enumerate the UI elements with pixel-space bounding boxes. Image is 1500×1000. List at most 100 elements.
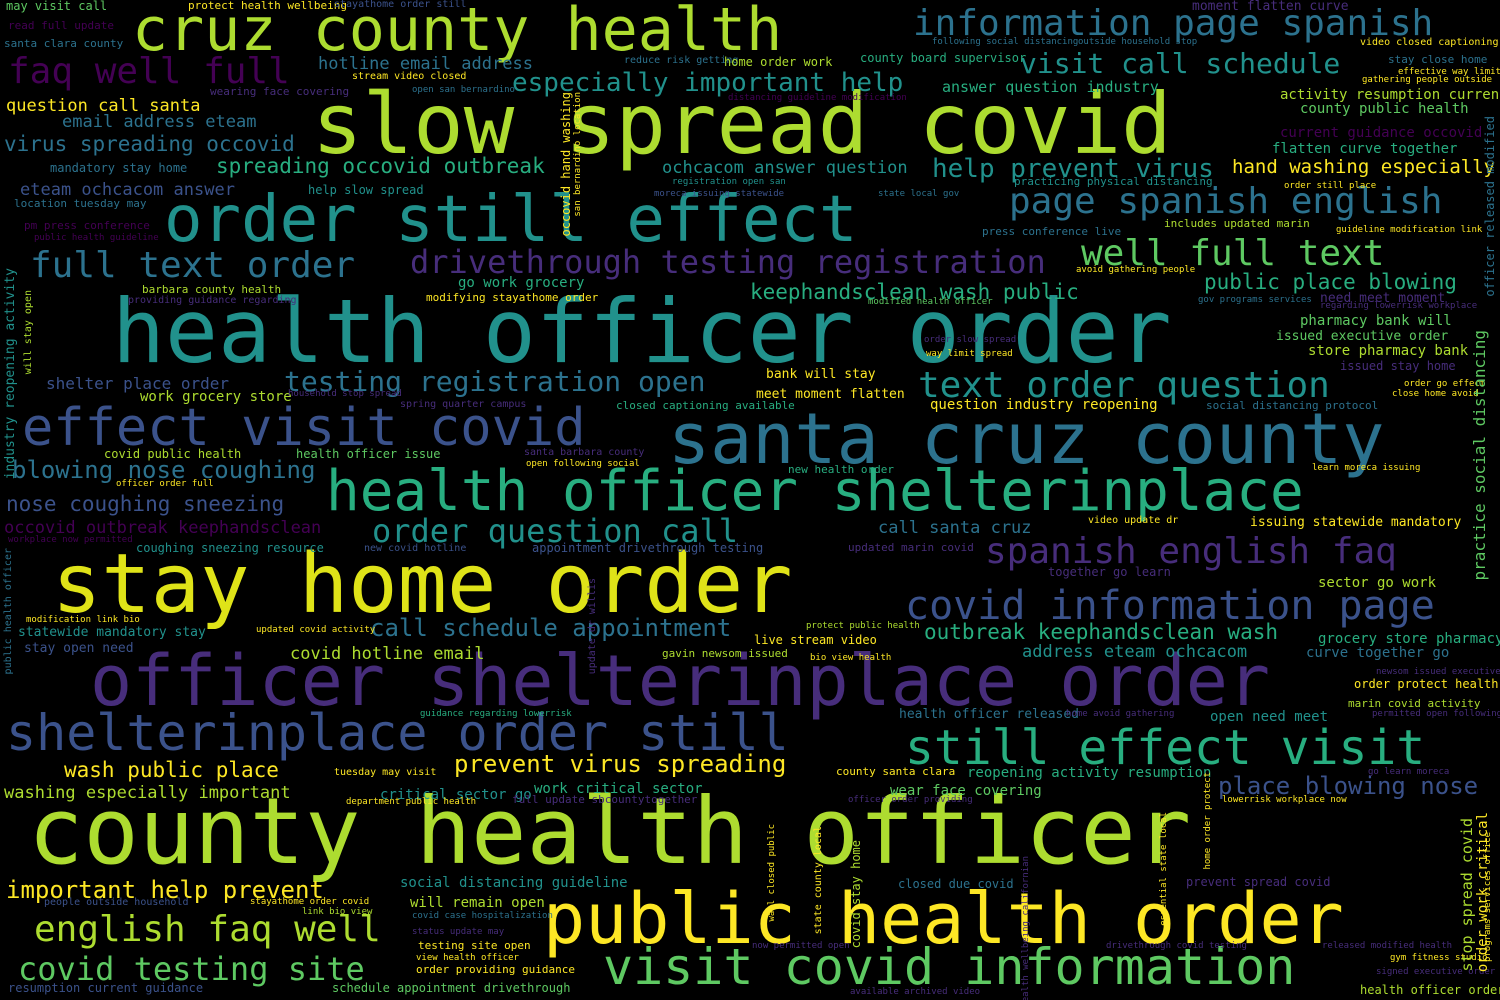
- word: occovid outbreak keephandsclean: [4, 518, 322, 538]
- word: learn moreca issuing: [1312, 463, 1421, 473]
- word: guidance regarding lowerrisk: [420, 709, 572, 719]
- word: text order question: [918, 365, 1330, 406]
- word: updated covid activity: [256, 625, 376, 635]
- word: information page spanish: [913, 3, 1434, 44]
- word: distancing guideline modification: [728, 93, 907, 103]
- word: public health officer: [3, 548, 14, 675]
- word: status update may: [412, 927, 505, 937]
- word: health officer issue: [296, 447, 441, 461]
- word: issued stay home: [1340, 359, 1456, 373]
- word: still effect visit: [905, 720, 1426, 776]
- word: santa cruz county: [668, 398, 1385, 480]
- word: outside household stop: [1078, 37, 1198, 47]
- word: nose coughing sneezing: [6, 492, 285, 516]
- word: drivethrough covid testing: [1106, 941, 1247, 951]
- word: now permitted open: [752, 941, 850, 951]
- word: question call santa: [6, 96, 201, 116]
- word: closed due covid: [898, 877, 1014, 891]
- word: covid testing site: [18, 950, 365, 988]
- word: way limit spread: [926, 349, 1013, 359]
- word: san bernardino location: [573, 92, 583, 217]
- word: pm press conference: [24, 219, 150, 232]
- word: shelterinplace order still: [6, 704, 789, 762]
- word: workplace now permitted: [8, 535, 133, 545]
- word: issued executive order: [1276, 329, 1449, 344]
- word: go work grocery: [458, 275, 585, 291]
- word: available archived video: [850, 987, 981, 997]
- word: issuing statewide mandatory: [1250, 515, 1462, 530]
- word: need meet moment: [1320, 291, 1446, 306]
- word: help slow spread: [308, 183, 424, 197]
- word: well full text: [1081, 233, 1385, 274]
- word: reduce risk getting: [624, 55, 739, 66]
- word: home avoid gathering: [1066, 709, 1175, 719]
- word: reopening activity resumption: [967, 765, 1212, 781]
- word: new covid hotline: [364, 543, 467, 554]
- word: spanish english faq: [985, 531, 1397, 572]
- word: eteam ochcacom answer: [20, 180, 235, 200]
- word: occovid hand washing: [559, 92, 573, 237]
- word: officer order full: [116, 479, 214, 489]
- word: wearing face covering: [210, 85, 350, 98]
- word: critical sector go: [380, 787, 532, 803]
- word: gym fitness studio: [1390, 953, 1488, 963]
- word: shelter place order: [46, 374, 230, 393]
- word: together go learn: [1048, 565, 1171, 579]
- word: includes updated marin: [1164, 217, 1310, 230]
- word: wall closed public: [767, 824, 777, 922]
- word: open need meet: [1210, 709, 1329, 725]
- word: effective way limit: [1398, 67, 1500, 77]
- word: call schedule appointment: [370, 614, 732, 642]
- word: covid hotline email: [290, 644, 485, 664]
- word: tuesday may visit: [334, 767, 437, 778]
- word: industry reopening activity: [3, 268, 18, 480]
- word: stop spread covid: [1458, 818, 1476, 972]
- word: ochcacom answer question: [662, 158, 908, 178]
- word: social distancing guideline: [400, 875, 628, 891]
- word: link bio view: [302, 907, 373, 917]
- word: health wellbeing californian: [1021, 856, 1031, 1000]
- word: faq well full: [8, 51, 290, 92]
- word: public place blowing: [1204, 270, 1457, 294]
- word: video closed captioning: [1360, 37, 1499, 48]
- word: covid public health: [104, 447, 242, 461]
- word: work grocery store: [140, 389, 292, 405]
- word: order go effect: [1404, 379, 1486, 389]
- word: programs services office: [1483, 832, 1493, 963]
- word: new health order: [788, 463, 894, 476]
- word: public health guideline: [34, 233, 159, 243]
- word: full update sbcountytogether: [512, 793, 698, 806]
- word: order providing guidance: [416, 963, 575, 976]
- word: pharmacy bank will: [1300, 313, 1452, 329]
- word: wash public place: [64, 758, 279, 782]
- word: permitted open following: [1372, 709, 1500, 719]
- word: drivethrough testing registration: [410, 243, 1046, 281]
- word: sector go work: [1318, 575, 1437, 591]
- word: blowing nose coughing: [12, 456, 316, 484]
- word: close home avoid: [1392, 389, 1479, 399]
- word: location tuesday may: [14, 197, 147, 210]
- word: state local gov: [878, 189, 960, 199]
- word: santa barbara county: [524, 447, 645, 458]
- word: statewide mandatory stay: [18, 625, 206, 640]
- word: work critical sector: [534, 781, 703, 797]
- word: providing guidance regarding: [128, 295, 297, 306]
- word: moment flatten curve: [1192, 0, 1349, 14]
- word: officer shelterinplace order: [90, 640, 1271, 722]
- word: county santa clara: [836, 765, 956, 778]
- word: order protect health: [1354, 677, 1499, 691]
- word: order slow spread: [924, 335, 1017, 345]
- word: address eteam ochcacom: [1022, 642, 1248, 662]
- word: place blowing nose: [1218, 772, 1479, 800]
- word: barbara county health: [142, 283, 282, 296]
- word: hand washing especially: [1232, 156, 1496, 178]
- word: prevent virus spreading: [454, 750, 787, 778]
- word: covid stay home: [849, 840, 863, 949]
- word: updated marin covid: [848, 541, 974, 554]
- word: county public health: [1300, 101, 1469, 117]
- word: covid information page: [905, 583, 1435, 629]
- word: order question call: [372, 512, 739, 550]
- word: officer released modified: [1483, 116, 1497, 297]
- word: slow spread covid: [312, 75, 1172, 173]
- word: health officer shelterinplace: [326, 459, 1304, 524]
